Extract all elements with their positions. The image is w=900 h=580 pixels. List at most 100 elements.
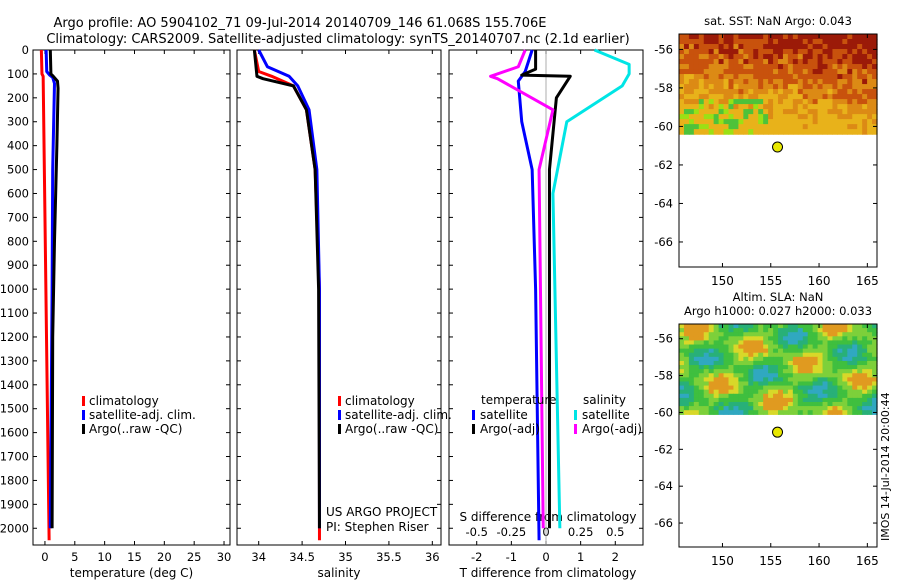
- sla-map-cell: [827, 352, 834, 358]
- sla-map-cell: [758, 344, 764, 350]
- sla-map-cell: [713, 340, 720, 346]
- sst-map-cell: [679, 69, 685, 75]
- sla-map-cell: [753, 328, 759, 333]
- temperature-ytick-label: 1800: [0, 473, 29, 487]
- sla-map-cell: [812, 385, 819, 391]
- sst-map-cell: [817, 59, 824, 65]
- sla-map-cell: [693, 360, 700, 366]
- sst-map-cell: [768, 39, 774, 45]
- sst-map-cell: [852, 114, 858, 120]
- sst-map-cell: [748, 74, 754, 80]
- difference-legend-title-salinity: salinity: [583, 393, 626, 407]
- sst-map-cell: [817, 84, 824, 90]
- sla-map-cell: [792, 344, 799, 350]
- sla-map-cell: [693, 352, 700, 358]
- sla-map-cell: [862, 328, 868, 333]
- sst-map-cell: [763, 74, 769, 80]
- sla-map-cell: [852, 328, 858, 333]
- sst-map-cell: [688, 129, 695, 135]
- sst-map-cell: [718, 49, 725, 55]
- sla-map-cell: [723, 373, 730, 378]
- sla-map-cell: [763, 393, 769, 399]
- sla-map-cell: [842, 377, 848, 383]
- sla-map-cell: [763, 389, 769, 395]
- sla-map-cell: [872, 401, 878, 407]
- sst-map-cell: [763, 79, 769, 85]
- sla-map-cell: [862, 324, 868, 329]
- sst-map-cell: [703, 114, 710, 120]
- sst-map-cell: [817, 54, 824, 60]
- sla-map-cell: [773, 397, 779, 403]
- sst-map-cell: [857, 109, 863, 115]
- sst-map-cell: [733, 114, 739, 120]
- sla-map-cell: [792, 365, 799, 370]
- sla-map-cell: [703, 401, 710, 407]
- sla-map-cell: [683, 389, 690, 395]
- sla-map-cell: [748, 365, 754, 370]
- sst-map-cell: [728, 114, 735, 120]
- sla-map-cell: [683, 406, 690, 411]
- sla-map-cell: [698, 356, 705, 362]
- sla-map-cell: [852, 406, 858, 411]
- sst-map-cell: [778, 119, 784, 125]
- sla-map-cell: [698, 360, 705, 366]
- sla-map-cell: [708, 340, 715, 346]
- sst-map-cell: [807, 99, 814, 105]
- sla-map-cell: [679, 377, 685, 383]
- sla-map-cell: [773, 369, 779, 374]
- sst-map-cell: [713, 74, 720, 80]
- sst-map-cell: [758, 124, 764, 130]
- sst-map-cell: [872, 84, 878, 90]
- sla-map-cell: [728, 381, 735, 387]
- sla-map-cell: [802, 389, 809, 395]
- salinity-series-satellite-adj-clim-: [257, 49, 321, 529]
- sla-map-cell: [812, 406, 819, 411]
- sst-map-cell: [718, 44, 725, 50]
- sst-map-cell: [872, 39, 878, 45]
- sst-map-cell: [852, 69, 858, 75]
- sla-map-cell: [758, 401, 764, 407]
- sla-map-cell: [768, 385, 774, 391]
- sst-map-cell: [792, 94, 799, 100]
- sst-map-cell: [773, 89, 779, 95]
- sla-map-cell: [847, 336, 853, 342]
- sla-map-ytick-label: -56: [654, 332, 673, 346]
- sst-map-cell: [688, 124, 695, 130]
- sst-map-cell: [753, 59, 759, 65]
- sla-map-cell: [768, 381, 774, 387]
- sla-map-cell: [693, 397, 700, 403]
- sla-map-cell: [758, 324, 764, 329]
- sst-map-cell: [683, 64, 690, 70]
- sst-map-cell: [837, 99, 843, 105]
- sla-map-cell: [862, 410, 868, 415]
- sla-map-cell: [817, 344, 824, 350]
- sla-map-cell: [852, 397, 858, 403]
- sla-map-cell: [802, 344, 809, 350]
- sst-map-cell: [817, 99, 824, 105]
- sst-map-cell: [723, 104, 730, 110]
- sst-map-cell: [773, 54, 779, 60]
- sla-map-cell: [867, 369, 873, 374]
- sst-map-cell: [827, 74, 834, 80]
- sst-map-cell: [718, 89, 725, 95]
- sla-map-cell: [857, 385, 863, 391]
- sla-map-cell: [852, 360, 858, 366]
- sst-map-cell: [827, 99, 834, 105]
- sla-map-cell: [832, 340, 838, 346]
- sst-map-cell: [723, 79, 730, 85]
- sla-map-cell: [743, 401, 749, 407]
- sst-map-cell: [797, 34, 804, 40]
- sst-map-cell: [703, 49, 710, 55]
- sla-map-cell: [792, 397, 799, 403]
- sla-map-cell: [782, 389, 789, 395]
- sst-map-cell: [693, 79, 700, 85]
- sla-map-cell: [872, 397, 878, 403]
- sla-map-cell: [713, 393, 720, 399]
- sla-map-cell: [748, 369, 754, 374]
- sla-map-cell: [723, 356, 730, 362]
- sst-map-cell: [867, 124, 873, 130]
- sst-map-cell: [693, 74, 700, 80]
- sla-map-cell: [708, 332, 715, 337]
- sst-map-cell: [817, 69, 824, 75]
- sst-map-cell: [738, 84, 744, 90]
